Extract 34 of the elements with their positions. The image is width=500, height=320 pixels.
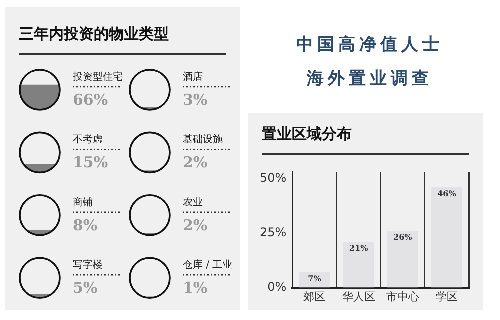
x-tick-label: 市中心 (386, 290, 420, 304)
data-label: 5% (73, 279, 98, 298)
category-label: 基础设施 (183, 134, 223, 146)
bar (343, 242, 374, 288)
data-label: 8% (73, 216, 98, 234)
category-label: 仓库 / 工业 (183, 259, 233, 272)
data-label: 26% (394, 232, 413, 242)
text: 三年内投资的物业类型 (19, 25, 169, 44)
data-label: 2% (183, 216, 208, 234)
data-label: 1% (183, 279, 208, 298)
data-label: 46% (438, 188, 457, 199)
data-label: 15% (73, 154, 108, 172)
x-tick-label: 郊区 (304, 290, 326, 304)
x-tick-label: 学区 (436, 290, 458, 304)
data-label: 66% (73, 91, 108, 109)
bar (432, 187, 462, 288)
y-tick-label: 50% (260, 170, 287, 185)
text: 海外置业调查 (306, 68, 434, 91)
category-label: 投资型住宅 (72, 71, 123, 83)
y-tick-label: 25% (260, 225, 287, 240)
category-label: 农业 (183, 196, 203, 208)
chart-title: 置业区域分布 (262, 125, 352, 144)
category-label: 写字楼 (73, 259, 103, 272)
data-label: 7% (308, 274, 322, 284)
category-label: 酒店 (183, 71, 203, 83)
category-label: 商铺 (73, 196, 93, 208)
data-label: 21% (349, 243, 369, 254)
y-tick-label: 0% (268, 280, 287, 294)
text: 中国高净值人士 (296, 34, 444, 57)
data-label: 3% (183, 91, 208, 109)
data-label: 2% (183, 154, 208, 172)
bar (387, 231, 418, 288)
x-tick-label: 华人区 (342, 290, 376, 304)
category-label: 不考虑 (73, 134, 103, 146)
